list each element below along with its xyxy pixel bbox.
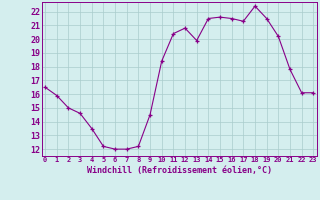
- X-axis label: Windchill (Refroidissement éolien,°C): Windchill (Refroidissement éolien,°C): [87, 166, 272, 175]
